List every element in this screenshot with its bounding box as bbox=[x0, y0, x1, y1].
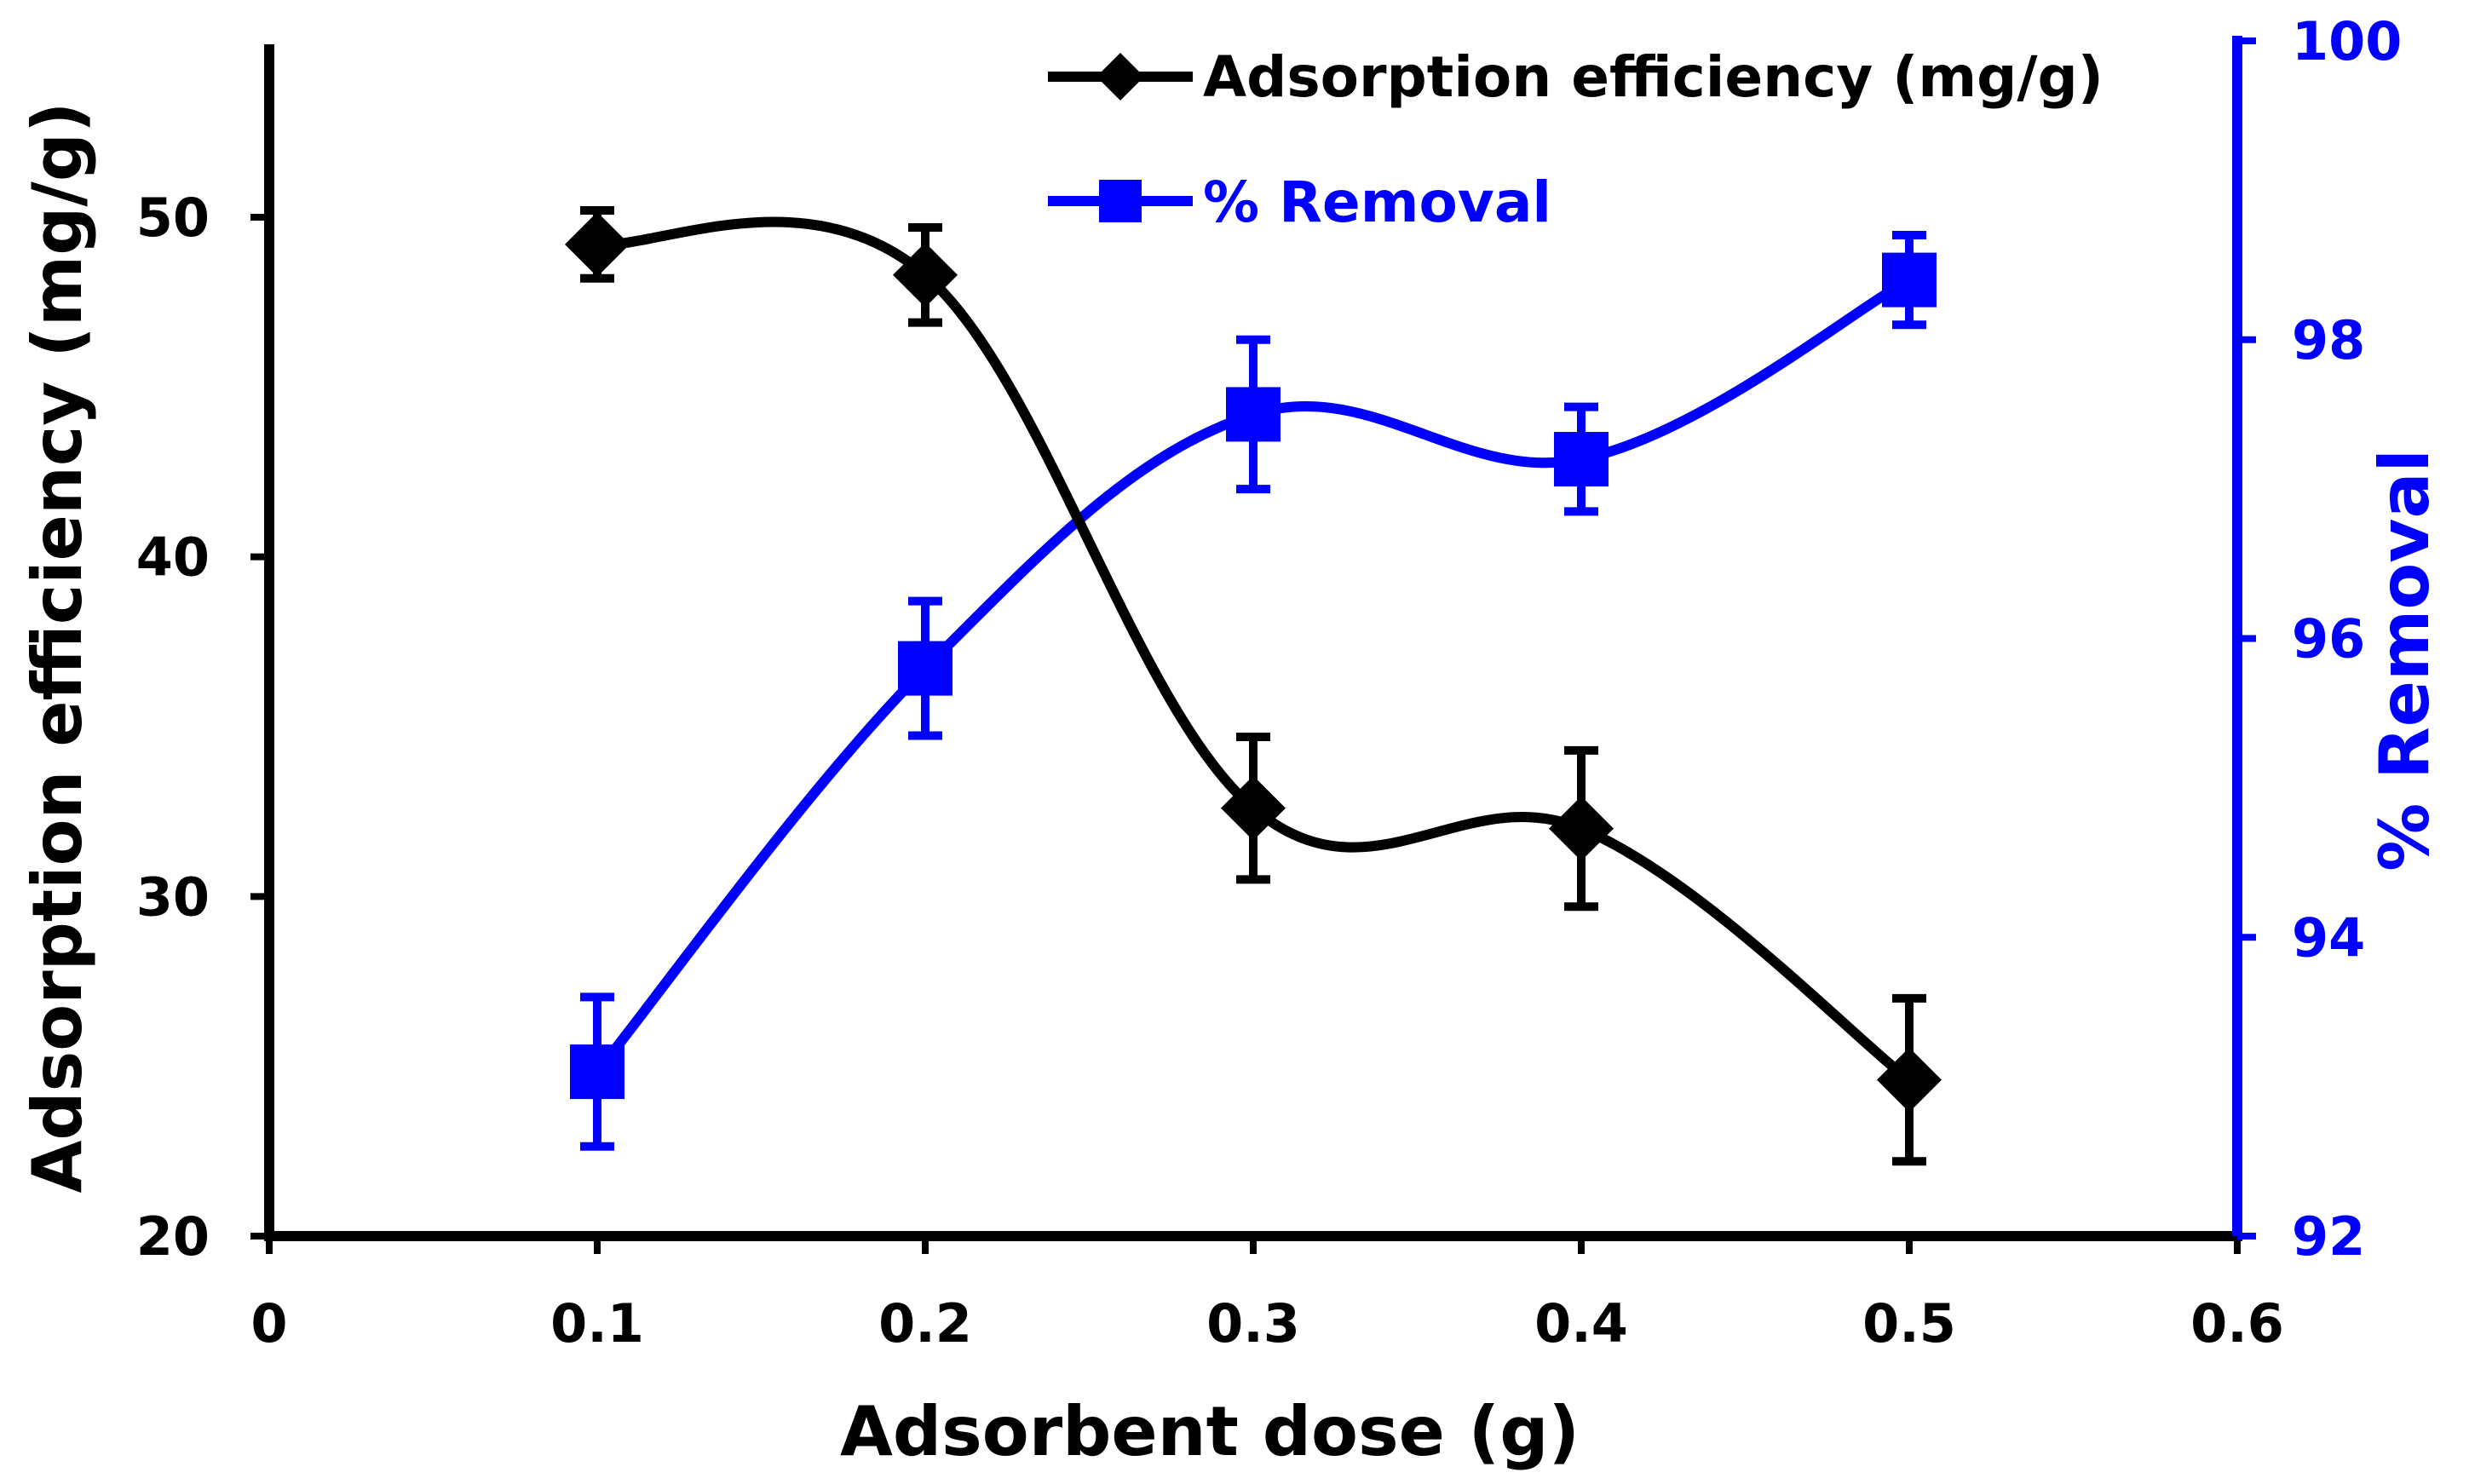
left-tick-label: 30 bbox=[136, 866, 210, 928]
right-tick-label: 98 bbox=[2292, 309, 2365, 371]
right-tick-label: 92 bbox=[2292, 1205, 2365, 1268]
series-percent-removal bbox=[570, 230, 1937, 1151]
x-tick-label: 0.3 bbox=[1206, 1292, 1300, 1355]
data-point-square bbox=[1882, 252, 1937, 308]
data-point-square bbox=[898, 641, 952, 696]
legend: Adsorption efficiency (mg/g) % Removal bbox=[1048, 44, 2104, 235]
right-tick-label: 94 bbox=[2292, 906, 2365, 969]
data-point-square bbox=[1226, 387, 1281, 442]
x-axis-title: Adsorbent dose (g) bbox=[840, 1392, 1580, 1471]
right-tick-label: 96 bbox=[2292, 608, 2365, 670]
x-tick-label: 0.4 bbox=[1534, 1292, 1628, 1355]
x-tick-label: 0.2 bbox=[878, 1292, 972, 1355]
series-adsorption-efficiency bbox=[565, 206, 1942, 1166]
x-tick-label: 0.1 bbox=[550, 1292, 644, 1355]
data-point-diamond bbox=[1877, 1047, 1942, 1113]
legend-item-removal: % Removal bbox=[1048, 170, 1551, 235]
legend-label-adsorption: Adsorption efficiency (mg/g) bbox=[1203, 44, 2104, 110]
legend-marker-diamond bbox=[1096, 53, 1144, 101]
data-point-diamond bbox=[893, 242, 958, 308]
x-tick-label: 0.6 bbox=[2190, 1292, 2284, 1355]
data-point-square bbox=[1554, 432, 1609, 487]
x-tick-label: 0.5 bbox=[1862, 1292, 1956, 1355]
legend-item-adsorption: Adsorption efficiency (mg/g) bbox=[1048, 44, 2104, 110]
left-tick-label: 40 bbox=[136, 526, 210, 589]
left-tick-label: 20 bbox=[136, 1205, 210, 1268]
legend-marker-square bbox=[1099, 180, 1142, 222]
data-point-diamond bbox=[1549, 796, 1614, 861]
data-point-diamond bbox=[1221, 775, 1286, 841]
data-point-diamond bbox=[565, 211, 630, 277]
right-tick-label: 100 bbox=[2292, 10, 2402, 72]
left-tick-label: 50 bbox=[136, 187, 210, 249]
legend-label-removal: % Removal bbox=[1203, 170, 1551, 235]
right-y-axis-title: % Removal bbox=[2365, 449, 2444, 871]
x-tick-label: 0 bbox=[250, 1292, 287, 1355]
left-y-axis-title: Adsorption efficiency (mg/g) bbox=[18, 101, 97, 1193]
data-point-square bbox=[570, 1044, 624, 1100]
